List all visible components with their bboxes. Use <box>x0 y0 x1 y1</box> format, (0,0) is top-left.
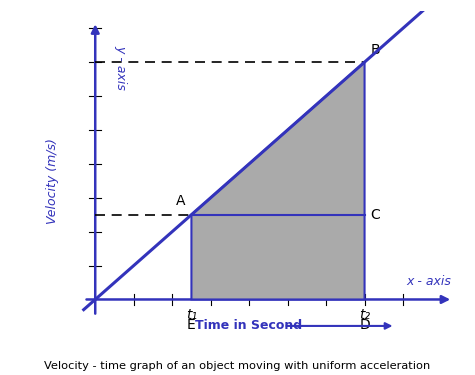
Text: y - axis: y - axis <box>114 45 127 90</box>
Text: Velocity - time graph of an object moving with uniform acceleration: Velocity - time graph of an object movin… <box>44 361 431 371</box>
Text: C: C <box>370 208 380 222</box>
Polygon shape <box>191 62 365 300</box>
Text: x - axis: x - axis <box>406 274 451 288</box>
Text: A: A <box>176 194 186 208</box>
Text: t₁: t₁ <box>186 308 197 322</box>
Text: Time in Second: Time in Second <box>195 320 311 332</box>
Text: B: B <box>370 43 380 57</box>
Text: E: E <box>187 318 196 332</box>
Text: Velocity (m/s): Velocity (m/s) <box>47 138 59 224</box>
Text: D: D <box>359 318 370 332</box>
Text: t₂: t₂ <box>359 308 370 322</box>
